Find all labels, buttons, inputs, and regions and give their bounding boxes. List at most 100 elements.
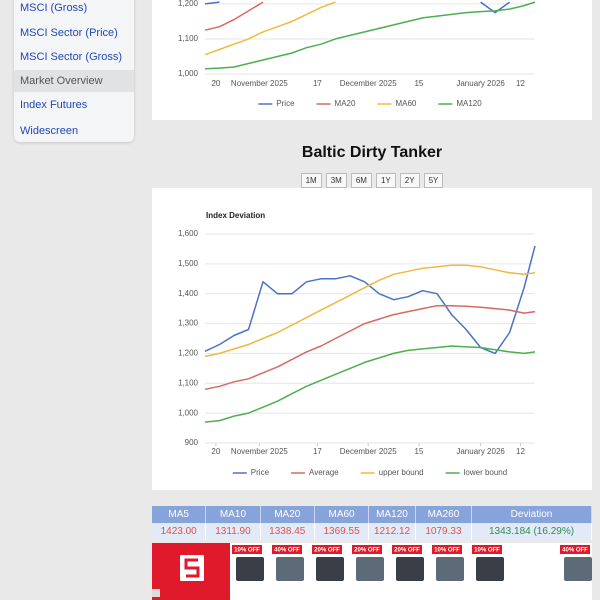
range-button[interactable]: 3M	[325, 173, 347, 188]
ad-logo-mark	[184, 558, 200, 578]
legend-label: lower bound	[464, 468, 508, 477]
ad-product[interactable]	[356, 557, 384, 581]
range-button[interactable]: 6M	[350, 173, 372, 188]
y-tick-label: 1,000	[178, 69, 199, 78]
y-tick-label: 1,300	[178, 319, 199, 328]
nav-item[interactable]: MSCI (Gross)	[20, 2, 88, 14]
legend-label: Price	[251, 468, 270, 477]
ad-info	[152, 589, 160, 597]
legend: Price MA20 MA60 MA120	[258, 99, 482, 108]
ad-badge-bg	[472, 545, 502, 554]
x-tick-label: 15	[415, 79, 424, 88]
ad-product[interactable]	[396, 557, 424, 581]
ad-badge[interactable]: 10% OFF	[434, 548, 460, 554]
ad-badge-bg	[232, 545, 262, 554]
table-cell: 1338.45	[260, 523, 315, 540]
ad-product[interactable]	[436, 557, 464, 581]
table-header-cell: MA10	[205, 506, 261, 523]
y-tick-label: 1,600	[178, 229, 199, 238]
nav-item[interactable]: Widescreen	[20, 125, 79, 137]
table-header-cell: MA260	[415, 506, 473, 523]
table-cell: 1311.90	[205, 523, 261, 540]
ad-badge[interactable]: 40% OFF	[274, 548, 300, 554]
series-line	[204, 245, 536, 355]
series-line	[204, 1, 336, 56]
x-tick-label: 17	[313, 79, 322, 88]
legend-label: Average	[309, 468, 339, 477]
ad-badge-bg	[392, 545, 422, 554]
ad-badge-bg	[560, 545, 590, 554]
series-line	[204, 345, 536, 423]
x-tick-label: December 2025	[340, 447, 397, 456]
table-cell: 1369.55	[314, 523, 370, 540]
legend-label: Price	[276, 99, 295, 108]
ad-badge-bg	[432, 545, 462, 554]
x-tick-label: January 2026	[456, 447, 505, 456]
table-header-cell: MA60	[314, 506, 370, 523]
ad-badge[interactable]: 20% OFF	[354, 548, 380, 554]
range-button[interactable]: 1M	[300, 173, 322, 188]
y-tick-label: 1,500	[178, 259, 199, 268]
series-line	[204, 304, 536, 391]
x-tick-label: November 2025	[231, 79, 288, 88]
ma-table: MA5 MA10 MA20 MA60 MA120 MA260 Deviation 1423.…	[152, 506, 592, 540]
table-cell: 1079.33	[415, 523, 473, 540]
x-tick-label: 20	[211, 79, 220, 88]
ad-badge[interactable]: 40% OFF	[562, 548, 588, 554]
ad-badge-bg	[312, 545, 342, 554]
ad-product[interactable]	[276, 557, 304, 581]
ad-banner[interactable]: 10% OFF 40% OFF 20% OFF 20% OFF 20% OFF 10% O…	[152, 543, 592, 600]
x-tick-label: January 2026	[456, 79, 505, 88]
table-header: MA5 MA10 MA20 MA60 MA120 MA260 Deviation	[152, 506, 592, 523]
y-tick-label: 1,100	[178, 34, 199, 43]
chart-heading: Baltic Dirty Tanker	[301, 144, 443, 161]
y-tick-label: 1,200	[178, 0, 199, 8]
chart-panel: 1,000 1,100 1,200 20 November 2025 17 December…	[152, 0, 592, 120]
ad-product[interactable]	[316, 557, 344, 581]
nav-item[interactable]: MSCI Sector (Price)	[20, 27, 118, 39]
ad-badge[interactable]: 20% OFF	[394, 548, 420, 554]
chart-subtitle: Index Deviation	[206, 211, 265, 220]
range-button[interactable]: 1Y	[375, 173, 396, 188]
nav-item[interactable]: Market Overview	[14, 70, 134, 92]
chart-panel: Index Deviation 900 1,000 1,100 1,200 1,300 1…	[152, 188, 592, 490]
ad-badge-bg	[272, 545, 302, 554]
series-line	[204, 1, 536, 70]
ad-graphic: 10% OFF 40% OFF 20% OFF 20% OFF 20% OFF 10% O…	[152, 543, 592, 600]
y-tick-label: 1,000	[178, 408, 199, 417]
table-row: 1423.00 1311.90 1338.45 1369.55 1212.12 1079.…	[152, 523, 592, 540]
series-line	[204, 1, 511, 14]
y-tick-label: 1,200	[178, 349, 199, 358]
y-tick-label: 1,400	[178, 289, 199, 298]
series-line	[204, 1, 264, 31]
nav-item[interactable]: Index Futures	[20, 99, 88, 111]
ad-badge[interactable]: 10% OFF	[474, 548, 500, 554]
x-tick-label: 17	[313, 447, 322, 456]
table-header-cell: MA120	[368, 506, 416, 523]
ad-product[interactable]	[476, 557, 504, 581]
legend-label: MA60	[395, 99, 416, 108]
series-line	[204, 264, 536, 358]
x-tick-label: 12	[516, 447, 525, 456]
x-tick-label: November 2025	[231, 447, 288, 456]
legend-label: MA120	[456, 99, 482, 108]
ad-product[interactable]	[236, 557, 264, 581]
range-buttons: 1M 3M 6M 1Y 2Y 5Y	[152, 173, 592, 188]
legend-label: MA20	[335, 99, 356, 108]
ad-badge[interactable]: 10% OFF	[234, 548, 260, 554]
ad-badge[interactable]: 20% OFF	[314, 548, 340, 554]
table-header-cell: MA5	[152, 506, 207, 523]
x-tick-label: December 2025	[340, 79, 397, 88]
ad-product[interactable]	[564, 557, 592, 581]
y-tick-label: 1,100	[178, 378, 199, 387]
table-header-cell: MA20	[260, 506, 315, 523]
legend-label: upper bound	[379, 468, 424, 477]
table-cell: 1343.184 (16.29%)	[471, 523, 592, 540]
y-tick-label: 900	[185, 438, 199, 447]
table-header-cell: Deviation	[471, 506, 592, 523]
legend: Price Average upper bound lower bound	[232, 468, 508, 477]
range-button[interactable]: 2Y	[399, 173, 420, 188]
nav-item[interactable]: MSCI Sector (Gross)	[20, 51, 123, 63]
range-button[interactable]: 5Y	[423, 173, 444, 188]
